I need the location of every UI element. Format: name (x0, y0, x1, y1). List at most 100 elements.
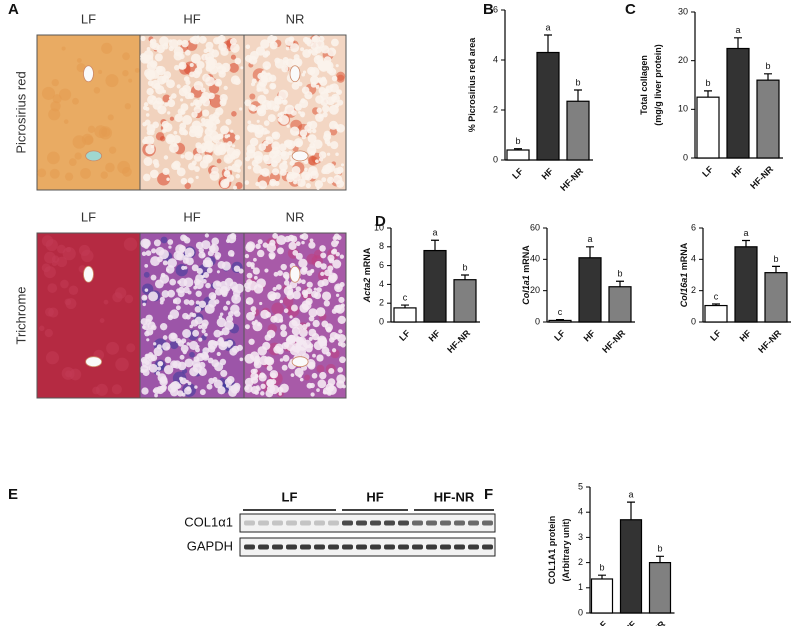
tissue-vacuole (257, 239, 263, 245)
tissue-vacuole (331, 308, 338, 314)
tissue-vacuole (269, 253, 275, 260)
tissue-vacuole (179, 376, 184, 381)
tissue-vacuole (210, 294, 216, 301)
tissue-vacuole (224, 167, 228, 171)
tissue-stain (235, 182, 243, 190)
bar (566, 100, 590, 161)
tissue-vacuole (307, 361, 316, 370)
tissue-vacuole (266, 329, 276, 339)
tissue-vacuole (157, 256, 163, 263)
tissue-vacuole (309, 238, 314, 243)
error-bar (616, 280, 624, 287)
tissue-vacuole (153, 162, 160, 168)
blot-band (398, 520, 409, 526)
x-tick-label: HF (730, 164, 746, 180)
tissue-vacuole (319, 371, 327, 380)
tissue-vacuole (258, 143, 267, 151)
tissue-vacuole (184, 49, 191, 56)
y-tick-label: 20 (530, 285, 540, 295)
tissue-stain (57, 244, 66, 254)
tissue-vacuole (201, 329, 206, 334)
tissue-vacuole (184, 358, 194, 368)
blot-row-label: COL1α1 (184, 514, 233, 529)
image-column-label: NR (286, 11, 305, 26)
blot-band (482, 544, 493, 550)
tissue-vacuole (254, 390, 260, 395)
tissue-vacuole (292, 250, 299, 256)
tissue-vacuole (214, 299, 220, 305)
tissue-vacuole (306, 382, 313, 389)
significance-letter: a (743, 228, 748, 238)
tissue-vacuole (300, 47, 305, 52)
blot-row-label: GAPDH (187, 538, 233, 553)
tissue-vacuole (257, 94, 267, 104)
blot-group-label: HF (366, 489, 383, 504)
tissue-vacuole (181, 39, 189, 48)
blot-band (412, 544, 423, 550)
tissue-vacuole (187, 252, 192, 257)
bar (696, 96, 720, 159)
blot-band (398, 544, 409, 550)
tissue-vacuole (279, 115, 290, 125)
tissue-vacuole (150, 144, 155, 149)
tissue-vacuole (200, 122, 205, 127)
tissue-vacuole (154, 279, 164, 289)
tissue-stain (81, 249, 94, 263)
y-tick-label: 0 (683, 152, 688, 162)
tissue-stain (336, 71, 346, 81)
tissue-vacuole (214, 252, 222, 259)
tissue-vacuole (330, 249, 337, 255)
tissue-vacuole (167, 289, 176, 298)
tissue-vacuole (278, 89, 289, 100)
tissue-vacuole (173, 130, 178, 135)
tissue-vacuole (337, 333, 346, 343)
tissue-stain (106, 341, 120, 355)
tissue-vacuole (302, 339, 312, 349)
tissue-vacuole (227, 134, 231, 138)
y-axis-label-text: mRNA (679, 242, 689, 270)
tissue-vacuole (229, 38, 237, 45)
blot-band (468, 544, 479, 550)
tissue-vacuole (337, 367, 344, 373)
y-tick-label: 2 (691, 285, 696, 295)
tissue-vacuole (167, 99, 176, 108)
x-tick-label: HF (623, 619, 639, 626)
panel-label: A (8, 1, 19, 18)
tissue-vacuole (178, 61, 187, 70)
y-axis-label-text: (Arbitrary unit) (561, 518, 571, 581)
tissue-vacuole (199, 389, 206, 396)
gene-name: Col1a1 (521, 275, 531, 305)
tissue-vacuole (179, 354, 185, 360)
significance-letter: b (765, 61, 770, 71)
tissue-vacuole (190, 102, 195, 107)
tissue-vacuole (246, 311, 255, 321)
tissue-vacuole (167, 239, 174, 245)
tissue-vacuole (301, 323, 308, 330)
tissue-vacuole (156, 366, 162, 371)
tissue-vacuole (191, 264, 199, 272)
significance-letter: c (403, 292, 408, 302)
tissue-vacuole (254, 355, 261, 362)
bar (590, 578, 614, 614)
tissue-stain (49, 168, 60, 179)
tissue-stain (124, 294, 134, 304)
panel-label: E (8, 486, 18, 503)
tissue-vacuole (220, 286, 228, 293)
tissue-vacuole (310, 81, 317, 88)
tissue-vacuole (293, 138, 304, 148)
tissue-vacuole (277, 347, 284, 355)
tissue-vacuole (339, 254, 345, 259)
tissue-vacuole (329, 270, 333, 274)
error-bar (544, 34, 552, 53)
tissue-vacuole (203, 259, 208, 264)
tissue-vacuole (233, 310, 241, 317)
tissue-stain (47, 283, 58, 293)
tissue-vacuole (188, 129, 197, 138)
tissue-vacuole (311, 333, 320, 341)
y-tick-label: 8 (379, 241, 384, 251)
tissue-vacuole (322, 111, 328, 118)
tissue-stain (160, 236, 168, 244)
tissue-vacuole (228, 311, 234, 317)
tissue-stain (175, 264, 188, 277)
tissue-vacuole (185, 379, 189, 384)
